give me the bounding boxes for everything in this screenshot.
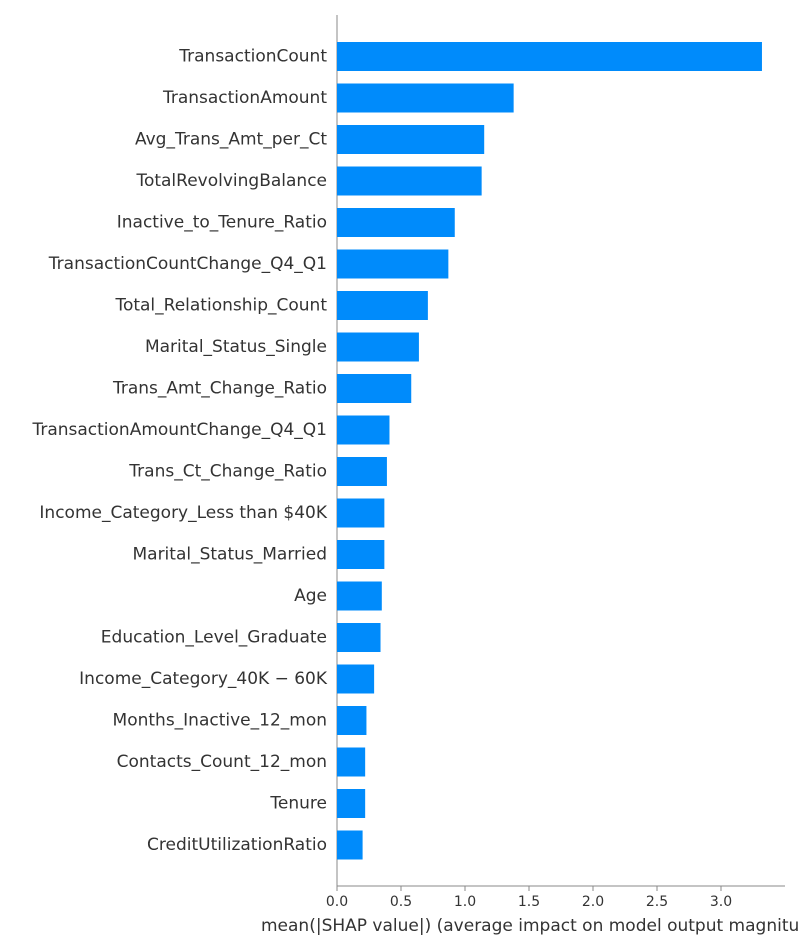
bar-5 (337, 249, 449, 279)
bar-12 (337, 540, 385, 569)
x-tick-label-2: 1.0 (454, 894, 476, 910)
bar-2 (337, 125, 485, 154)
bar-15 (337, 664, 375, 694)
category-label-1: TransactionAmount (162, 88, 327, 108)
category-label-0: TransactionCount (178, 47, 327, 67)
category-label-6: Total_Relationship_Count (114, 296, 327, 316)
category-label-7: Marital_Status_Single (145, 337, 327, 357)
x-axis-title: mean(|SHAP value|) (average impact on mo… (261, 916, 800, 936)
x-tick-label-5: 2.5 (646, 894, 668, 910)
category-label-2: Avg_Trans_Amt_per_Ct (135, 130, 327, 150)
category-label-19: CreditUtilizationRatio (147, 835, 327, 855)
x-tick-label-4: 2.0 (582, 894, 604, 910)
bar-9 (337, 415, 390, 445)
bar-19 (337, 830, 363, 860)
category-label-15: Income_Category_40K − 60K (79, 669, 328, 689)
bar-4 (337, 208, 455, 237)
category-label-16: Months_Inactive_12_mon (113, 711, 327, 731)
bar-16 (337, 706, 367, 735)
category-label-11: Income_Category_Less than $40K (39, 503, 327, 523)
category-label-18: Tenure (269, 794, 327, 814)
category-label-10: Trans_Ct_Change_Ratio (128, 462, 327, 482)
category-label-9: TransactionAmountChange_Q4_Q1 (31, 420, 327, 440)
category-label-14: Education_Level_Graduate (101, 628, 327, 648)
bar-8 (337, 374, 412, 403)
bar-0 (337, 42, 762, 71)
category-label-3: TotalRevolvingBalance (135, 171, 327, 191)
category-label-8: Trans_Amt_Change_Ratio (112, 379, 327, 399)
bar-7 (337, 332, 419, 362)
category-label-17: Contacts_Count_12_mon (117, 752, 327, 772)
bar-3 (337, 166, 482, 196)
x-tick-label-6: 3.0 (710, 894, 732, 910)
bar-18 (337, 789, 366, 818)
x-tick-label-0: 0.0 (326, 894, 348, 910)
bar-13 (337, 581, 382, 611)
category-label-12: Marital_Status_Married (132, 545, 327, 565)
bar-17 (337, 747, 366, 777)
bar-1 (337, 83, 514, 113)
category-label-4: Inactive_to_Tenure_Ratio (117, 213, 327, 233)
x-tick-label-3: 1.5 (518, 894, 540, 910)
bar-11 (337, 498, 385, 528)
x-tick-label-1: 0.5 (390, 894, 412, 910)
category-label-5: TransactionCountChange_Q4_Q1 (48, 254, 327, 274)
bar-10 (337, 457, 387, 486)
category-label-13: Age (294, 586, 327, 606)
bar-6 (337, 291, 428, 320)
bar-14 (337, 623, 381, 652)
